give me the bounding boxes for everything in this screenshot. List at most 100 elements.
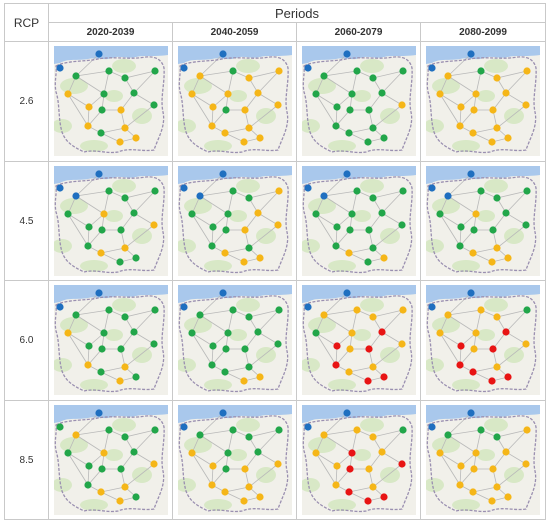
- station-marker-green: [208, 361, 216, 369]
- station-marker-yellow: [348, 329, 356, 337]
- road: [124, 190, 156, 199]
- station-marker-green: [97, 368, 105, 376]
- forest-area: [426, 119, 444, 133]
- forest-area: [204, 140, 232, 152]
- map-svg: [54, 405, 168, 515]
- forest-area: [236, 298, 260, 312]
- station-marker-yellow: [240, 377, 248, 385]
- station-marker-yellow: [353, 306, 361, 314]
- country-border: [54, 295, 165, 393]
- station-marker-blue: [428, 64, 436, 72]
- station-marker-yellow: [493, 124, 501, 132]
- poland-map: [426, 285, 540, 395]
- road: [227, 429, 234, 454]
- station-marker-red: [378, 328, 386, 336]
- poland-map: [54, 405, 168, 515]
- station-marker-yellow: [369, 483, 377, 491]
- station-marker-yellow: [245, 124, 253, 132]
- road: [439, 213, 462, 228]
- road: [323, 195, 353, 215]
- road: [75, 190, 110, 197]
- road: [67, 332, 89, 366]
- map-svg: [178, 285, 292, 395]
- forest-area: [112, 59, 136, 73]
- forest-area: [484, 298, 508, 312]
- station-marker-green: [150, 101, 158, 109]
- station-marker-green: [320, 72, 328, 80]
- station-marker-green: [436, 210, 444, 218]
- road: [351, 70, 358, 95]
- road: [372, 463, 403, 488]
- station-marker-yellow: [380, 254, 388, 262]
- station-marker-yellow: [64, 329, 72, 337]
- station-marker-green: [188, 329, 196, 337]
- station-marker-yellow: [209, 103, 217, 111]
- station-marker-green: [274, 340, 282, 348]
- road: [496, 104, 527, 129]
- station-marker-green: [399, 426, 407, 434]
- station-marker-yellow: [472, 210, 480, 218]
- road: [323, 309, 358, 316]
- station-marker-yellow: [488, 497, 496, 505]
- road: [505, 190, 528, 214]
- road: [67, 93, 90, 108]
- road: [199, 412, 224, 436]
- station-marker-green: [353, 67, 361, 75]
- station-marker-green: [477, 67, 485, 75]
- map-svg: [302, 46, 416, 156]
- forest-area: [308, 78, 336, 94]
- road: [315, 452, 337, 486]
- forest-area: [105, 90, 123, 102]
- forest-area: [504, 108, 524, 124]
- forest-area: [236, 418, 260, 432]
- station-marker-yellow: [209, 462, 217, 470]
- map-svg: [54, 166, 168, 276]
- station-marker-yellow: [504, 493, 512, 501]
- periods-header: Periods: [49, 4, 545, 23]
- road: [496, 309, 528, 318]
- road: [75, 412, 100, 436]
- station-marker-yellow: [85, 103, 93, 111]
- road: [67, 93, 89, 127]
- road: [257, 212, 279, 226]
- road: [191, 213, 213, 247]
- poland-map: [426, 166, 540, 276]
- forest-area: [105, 210, 123, 222]
- station-marker-red: [456, 361, 464, 369]
- road: [447, 75, 477, 95]
- station-marker-yellow: [241, 106, 249, 114]
- road: [323, 53, 348, 77]
- road: [75, 434, 105, 454]
- road: [505, 212, 527, 226]
- station-marker-green: [196, 431, 204, 439]
- station-marker-green: [332, 122, 340, 130]
- station-marker-green: [522, 221, 530, 229]
- period-header: 2040-2059: [173, 23, 297, 42]
- sea: [302, 405, 416, 423]
- period-header: 2060-2079: [297, 23, 421, 42]
- station-marker-yellow: [275, 187, 283, 195]
- station-marker-green: [456, 242, 464, 250]
- road: [75, 292, 100, 316]
- station-marker-red: [332, 361, 340, 369]
- forest-area: [132, 347, 152, 363]
- station-marker-green: [457, 223, 465, 231]
- road: [315, 332, 338, 347]
- station-marker-blue: [428, 184, 436, 192]
- forest-area: [178, 239, 196, 253]
- road: [199, 195, 229, 215]
- country-border: [178, 56, 289, 154]
- station-marker-yellow: [254, 89, 262, 97]
- station-marker-green: [333, 103, 341, 111]
- map-svg: [178, 46, 292, 156]
- station-marker-yellow: [64, 90, 72, 98]
- forest-area: [308, 317, 336, 333]
- forest-area: [54, 478, 72, 492]
- station-marker-blue: [72, 192, 80, 200]
- road: [323, 75, 353, 95]
- map-svg: [178, 166, 292, 276]
- forest-area: [60, 317, 88, 333]
- station-marker-green: [523, 306, 531, 314]
- station-marker-yellow: [504, 254, 512, 262]
- station-marker-yellow: [399, 306, 407, 314]
